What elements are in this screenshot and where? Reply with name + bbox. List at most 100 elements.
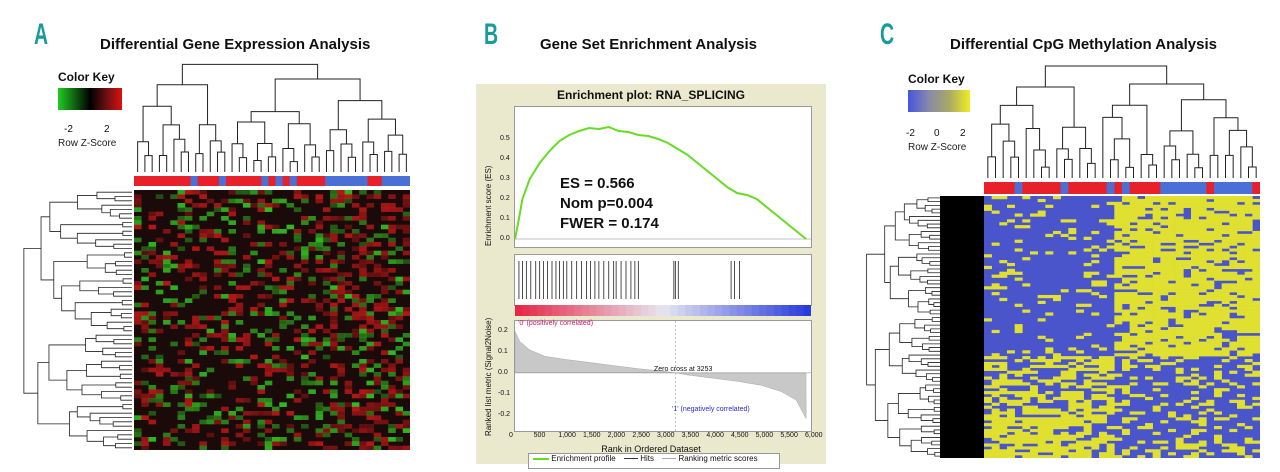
heatmap-cell: [1137, 321, 1146, 325]
heatmap-cell: [1099, 393, 1107, 398]
heatmap-cell: [991, 452, 1000, 456]
heatmap-cell: [1091, 440, 1100, 444]
heatmap-cell: [213, 259, 222, 264]
heatmap-cell: [1083, 262, 1092, 267]
heatmap-cell: [359, 445, 367, 450]
heatmap-cell: [1175, 402, 1184, 406]
heatmap: [984, 196, 1260, 458]
heatmap-cell: [199, 445, 207, 450]
heatmap-cell: [1198, 335, 1207, 339]
heatmap-cell: [1053, 455, 1061, 458]
group-cell: [233, 176, 241, 186]
heatmap-cell: [1060, 370, 1069, 374]
heatmap-cell: [1175, 341, 1184, 345]
heatmap-cell: [1122, 431, 1130, 436]
heatmap-cell: [184, 367, 193, 373]
heatmap-cell: [1160, 271, 1169, 275]
heatmap-cell: [1198, 277, 1207, 281]
dendrogram-branch: [931, 291, 940, 296]
x-tick-label: 500: [533, 432, 546, 439]
heatmap-cell: [388, 428, 396, 433]
heatmap-cell: [1252, 318, 1260, 322]
dendrogram-branch: [1194, 167, 1203, 178]
heatmap-cell: [344, 224, 353, 230]
heatmap-cell: [1091, 359, 1100, 363]
heatmap-cell: [1145, 359, 1153, 363]
heatmap-cell: [395, 207, 404, 212]
heatmap-cell: [134, 315, 142, 321]
heatmap-cell: [308, 216, 316, 221]
dendrogram-branch: [267, 156, 277, 172]
heatmap-cell: [1237, 213, 1245, 217]
heatmap-cell: [1183, 332, 1192, 337]
group-cell: [353, 176, 361, 186]
heatmap-cell: [1152, 324, 1161, 328]
heatmap-cell: [1106, 455, 1115, 458]
dendrogram-branch: [929, 261, 940, 266]
dendrogram-branch: [927, 362, 940, 367]
heatmap-cell: [250, 376, 258, 381]
heatmap-cell: [206, 346, 215, 351]
dendrogram-branch: [899, 323, 915, 343]
heatmap-cell: [1145, 338, 1153, 342]
heatmap-cell: [1175, 274, 1184, 278]
heatmap-cell: [999, 356, 1008, 360]
heatmap-cell: [1030, 408, 1038, 412]
heatmap-cell: [1252, 289, 1260, 293]
dendrogram-branch: [198, 124, 217, 154]
heatmap-cell: [1244, 242, 1253, 246]
heatmap-cell: [1137, 236, 1146, 240]
heatmap-cell: [1191, 335, 1199, 339]
heatmap-cell: [395, 276, 404, 282]
group-cell: [1191, 182, 1200, 194]
heatmap-cell: [1091, 344, 1100, 348]
x-tick-label: 2,000: [607, 432, 626, 439]
heatmap-cell: [1229, 254, 1238, 258]
dendrogram-branch: [137, 141, 150, 172]
heatmap-cell: [1145, 294, 1153, 299]
heatmap-cell: [308, 359, 316, 364]
dendrogram-branch: [1213, 117, 1239, 156]
heatmap-cell: [1198, 274, 1207, 278]
heatmap-cell: [373, 437, 382, 442]
enrichment-legend-swatch: [533, 457, 549, 460]
heatmap-cell: [315, 237, 324, 243]
heatmap-cell: [1168, 257, 1176, 261]
heatmap-cell: [1129, 207, 1138, 211]
heatmap-cell: [1152, 242, 1161, 246]
heatmap-cell: [206, 315, 215, 321]
metric-y-tick: -0.2: [498, 410, 511, 418]
dendrogram-branch: [337, 100, 383, 130]
heatmap-cell: [199, 203, 207, 208]
heatmap-cell: [192, 246, 200, 251]
heatmap-cell: [1191, 350, 1199, 354]
heatmap-cell: [177, 441, 186, 446]
heatmap-cell: [1106, 411, 1115, 415]
heatmap-cell: [286, 320, 295, 325]
heatmap-cell: [1083, 402, 1092, 406]
heatmap-cell: [388, 350, 396, 355]
dendrogram-branch: [1102, 116, 1123, 178]
heatmap-cell: [163, 432, 171, 438]
heatmap-cell: [1068, 236, 1077, 240]
heatmap-cell: [184, 229, 193, 234]
heatmap-cell: [1129, 411, 1138, 415]
dendrogram-branch: [874, 349, 890, 421]
heatmap-cell: [1237, 204, 1245, 208]
heatmap-cell: [1137, 198, 1146, 203]
heatmap-cell: [1175, 271, 1184, 275]
heatmap-cell: [1145, 233, 1153, 238]
heatmap-cell: [366, 250, 374, 256]
heatmap-cell: [1183, 338, 1192, 342]
heatmap-cell: [1122, 449, 1130, 453]
heatmap-cell: [1114, 408, 1123, 412]
heatmap-cell: [1068, 420, 1077, 424]
dendrogram-branch: [142, 105, 172, 142]
heatmap-cell: [1060, 425, 1069, 430]
heatmap-cell: [1152, 364, 1161, 369]
heatmap-cell: [1175, 437, 1184, 441]
heatmap-cell: [148, 359, 157, 364]
heatmap-cell: [1183, 434, 1192, 438]
heatmap-cell: [1168, 286, 1176, 290]
heatmap-cell: [1198, 306, 1207, 310]
